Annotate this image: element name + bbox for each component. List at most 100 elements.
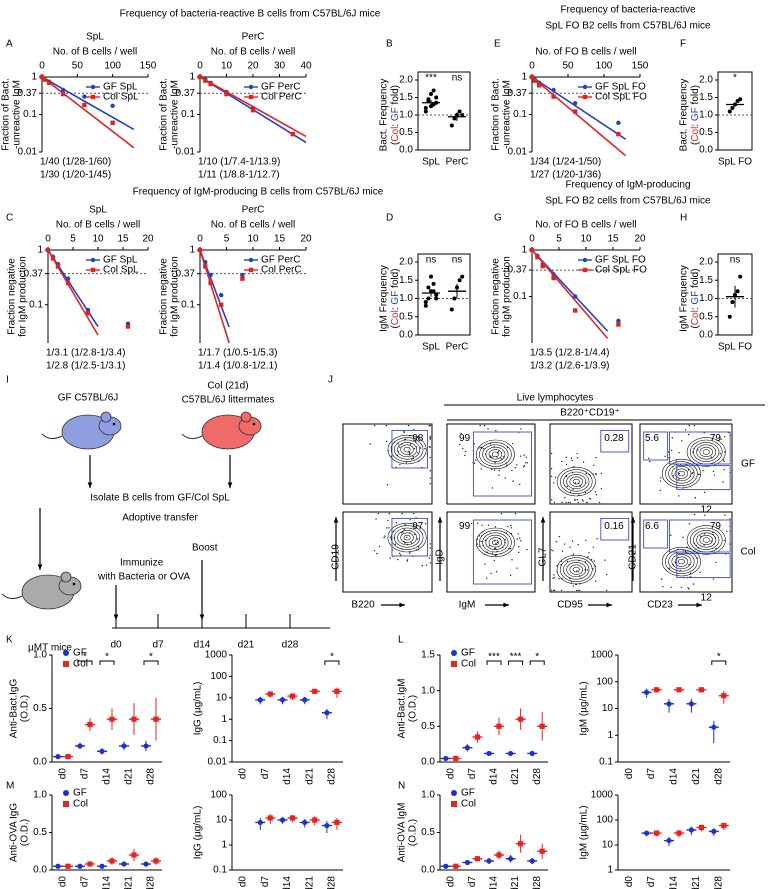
y-axis-label: (Col: GF fold) — [690, 268, 701, 328]
mean-marker — [698, 824, 704, 831]
y-axis-label-part: ( — [690, 141, 701, 145]
flow-gate — [643, 431, 669, 461]
x-tick-label: d0 — [445, 768, 456, 780]
y-axis-label: IgM Frequency — [679, 265, 690, 332]
flow-event — [409, 552, 411, 554]
flow-event — [588, 552, 590, 554]
flow-subtitle: B220⁺CD19⁺ — [560, 408, 619, 419]
flow-event — [507, 525, 509, 528]
flow-contour — [677, 470, 685, 477]
flow-event — [523, 466, 525, 468]
mean-marker — [334, 819, 340, 826]
flow-x-axis-label: CD95 — [557, 600, 583, 611]
arrow-head — [437, 517, 443, 523]
mean-marker — [65, 863, 71, 869]
panel-title: SpL — [86, 32, 104, 43]
flow-event — [523, 465, 526, 467]
frequency-annotation: 1/1.4 (1/0.8-1/2.1) — [198, 361, 278, 372]
gate-frequency: 12 — [701, 505, 713, 516]
flow-event — [488, 545, 491, 547]
flow-event — [460, 432, 462, 435]
flow-event — [419, 447, 422, 449]
flow-event — [595, 473, 597, 476]
x-tick-label: d28 — [327, 876, 338, 889]
fit-line — [41, 76, 135, 131]
y-tick-label: 1 — [221, 840, 227, 851]
diagram-label: C57BL/6J littermates — [182, 395, 275, 406]
flow-event — [668, 567, 671, 569]
x-tick-label: d14 — [102, 768, 113, 785]
flow-event — [512, 480, 514, 482]
flow-event — [692, 471, 694, 474]
significance-label: *** — [425, 73, 437, 84]
mouse-ear — [100, 411, 112, 423]
mean-marker — [289, 693, 296, 699]
x-tick-label: d0 — [58, 768, 69, 780]
significance-label: * — [535, 652, 539, 663]
flow-contour — [569, 476, 583, 487]
flow-contour — [693, 530, 720, 550]
panel-letter: G — [494, 213, 502, 224]
flow-event — [678, 472, 681, 475]
flow-event — [475, 459, 477, 461]
frequency-annotation: 1/11 (1/8.8-1/12.7) — [198, 170, 280, 181]
flow-event — [402, 531, 404, 533]
significance-label: ns — [426, 255, 437, 266]
flow-event — [389, 557, 391, 559]
x-tick-label: d0 — [58, 876, 69, 888]
flow-contour — [686, 437, 726, 467]
fit-line — [531, 76, 627, 140]
flow-gate — [643, 519, 669, 549]
flow-event — [498, 469, 500, 472]
legend-marker — [582, 267, 588, 273]
significance-label: ns — [452, 255, 463, 266]
flow-event — [496, 571, 498, 573]
panel-letter: E — [494, 39, 501, 50]
flow-event — [664, 455, 666, 458]
flow-contour — [559, 557, 593, 582]
y-axis-label-part: fold) — [690, 85, 701, 107]
flow-event — [502, 456, 504, 458]
flow-event — [569, 501, 572, 504]
legend-marker — [63, 801, 69, 807]
fit-line — [47, 249, 99, 336]
gate-frequency: 99 — [459, 521, 471, 532]
diagram-label: Col (21d) — [207, 381, 248, 392]
flow-contour — [491, 451, 499, 458]
mean-marker — [121, 743, 127, 749]
mean-marker — [312, 688, 318, 694]
flow-event — [484, 539, 487, 541]
flow-event — [496, 541, 499, 544]
flow-event — [724, 514, 726, 517]
significance-bracket — [529, 660, 545, 665]
y-tick-label: 0.0 — [399, 330, 413, 341]
flow-contour — [393, 439, 421, 460]
x-tick-label: 20 — [634, 234, 646, 245]
flow-event — [593, 464, 595, 467]
data-point — [449, 307, 454, 312]
flow-plot-frame — [549, 511, 633, 593]
flow-plot-frame — [639, 423, 733, 505]
flow-event — [561, 501, 563, 504]
data-point — [45, 247, 51, 253]
mean-marker — [302, 697, 308, 703]
gate-frequency: 79 — [710, 433, 722, 444]
significance-bracket — [99, 660, 115, 665]
x-tick-label: d14 — [669, 876, 680, 889]
y-tick-label: 0.01 — [508, 147, 528, 158]
flow-event — [670, 534, 672, 536]
y-axis-label: IgG (µg/mL) — [193, 806, 204, 860]
flow-contour — [475, 527, 515, 558]
x-tick-label: d21 — [510, 876, 521, 889]
flow-event — [702, 469, 704, 472]
mean-marker — [654, 687, 660, 693]
flow-event — [598, 501, 601, 504]
gate-frequency: 0.28 — [604, 433, 624, 444]
flow-event — [552, 550, 554, 552]
data-point — [738, 274, 743, 279]
flow-event — [659, 480, 662, 482]
mean-marker — [302, 819, 308, 826]
flow-event — [369, 443, 371, 445]
legend-label: Col SpL — [103, 92, 139, 103]
data-point — [203, 78, 208, 83]
